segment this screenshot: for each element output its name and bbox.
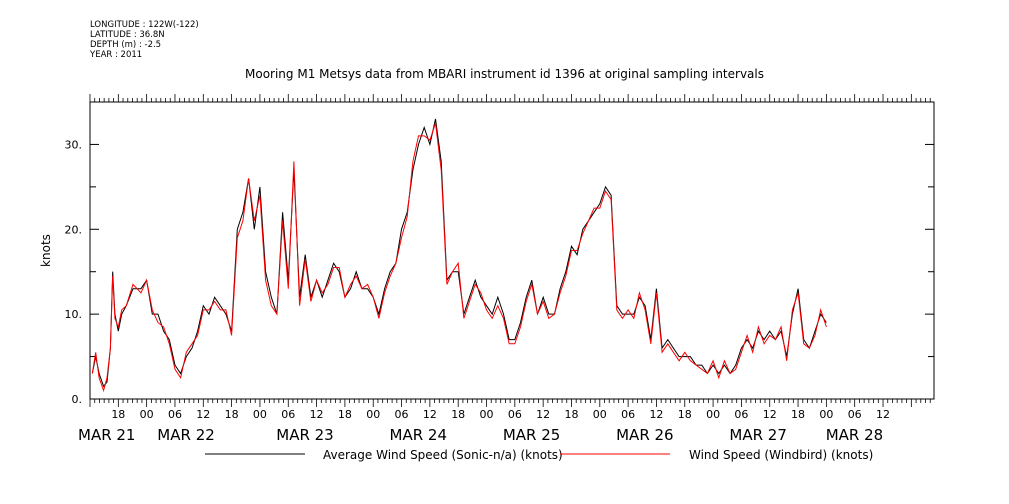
chart-title: Mooring M1 Metsys data from MBARI instru… [245, 67, 764, 81]
x-date-label: MAR 23 [276, 426, 333, 444]
series-line-1 [91, 118, 827, 388]
x-hour-label: 00 [366, 408, 380, 421]
x-hour-label: 12 [536, 408, 550, 421]
y-tick-label: 20. [65, 223, 83, 236]
x-date-label: MAR 21 [78, 426, 135, 444]
plot-frame [89, 101, 935, 400]
x-date-label: MAR 25 [503, 426, 560, 444]
x-hour-label: 18 [338, 408, 352, 421]
x-hour-label: 18 [791, 408, 805, 421]
x-hour-label: 18 [225, 408, 239, 421]
x-hour-label: 06 [621, 408, 635, 421]
x-hour-label: 18 [111, 408, 125, 421]
x-hour-label: 06 [848, 408, 862, 421]
x-date-label: MAR 24 [390, 426, 447, 444]
x-hour-label: 06 [168, 408, 182, 421]
x-date-label: MAR 27 [729, 426, 786, 444]
x-hour-label: 06 [281, 408, 295, 421]
chart-legend: Average Wind Speed (Sonic-n/a) (knots) Wi… [205, 448, 873, 462]
depth-label: DEPTH (m) : -2.5 [90, 40, 162, 50]
x-hour-label: 00 [819, 408, 833, 421]
x-hour-label: 06 [508, 408, 522, 421]
x-hour-label: 12 [196, 408, 210, 421]
x-hour-label: 12 [876, 408, 890, 421]
x-hour-label: 06 [395, 408, 409, 421]
metadata-block: LONGITUDE : 122W(-122) LATITUDE : 36.8N … [90, 20, 199, 60]
legend-label-1: Average Wind Speed (Sonic-n/a) (knots) [323, 448, 563, 462]
x-hour-label: 18 [564, 408, 578, 421]
x-date-label: MAR 22 [157, 426, 214, 444]
latitude-label: LATITUDE : 36.8N [90, 30, 165, 40]
x-hour-label: 18 [451, 408, 465, 421]
x-hour-label: 18 [678, 408, 692, 421]
year-label: YEAR : 2011 [90, 50, 143, 60]
x-hour-label: 06 [734, 408, 748, 421]
y-tick-label: 10. [65, 308, 83, 321]
x-date-label: MAR 26 [616, 426, 673, 444]
x-hour-label: 12 [763, 408, 777, 421]
chart-ticks [89, 94, 934, 407]
legend-label-2: Wind Speed (Windbird) (knots) [689, 448, 873, 462]
y-tick-label: 0. [72, 393, 83, 406]
x-hour-label: 00 [593, 408, 607, 421]
x-hour-label: 00 [140, 408, 154, 421]
y-tick-label: 30. [65, 138, 83, 151]
chart-lines [91, 118, 827, 393]
x-hour-label: 12 [649, 408, 663, 421]
chart-axes [89, 101, 935, 400]
chart-labels: 0. 10. 20. 30. 18 00 06 12 18 00 06 12 18 00 06 12 18 00 0… [39, 138, 890, 444]
x-hour-label: 00 [706, 408, 720, 421]
y-axis-label: knots [39, 234, 53, 267]
x-hour-label: 00 [253, 408, 267, 421]
x-date-label: MAR 28 [826, 426, 883, 444]
series-line-2 [91, 123, 827, 393]
longitude-label: LONGITUDE : 122W(-122) [90, 20, 199, 30]
x-hour-label: 12 [423, 408, 437, 421]
x-hour-label: 12 [310, 408, 324, 421]
x-hour-label: 00 [480, 408, 494, 421]
